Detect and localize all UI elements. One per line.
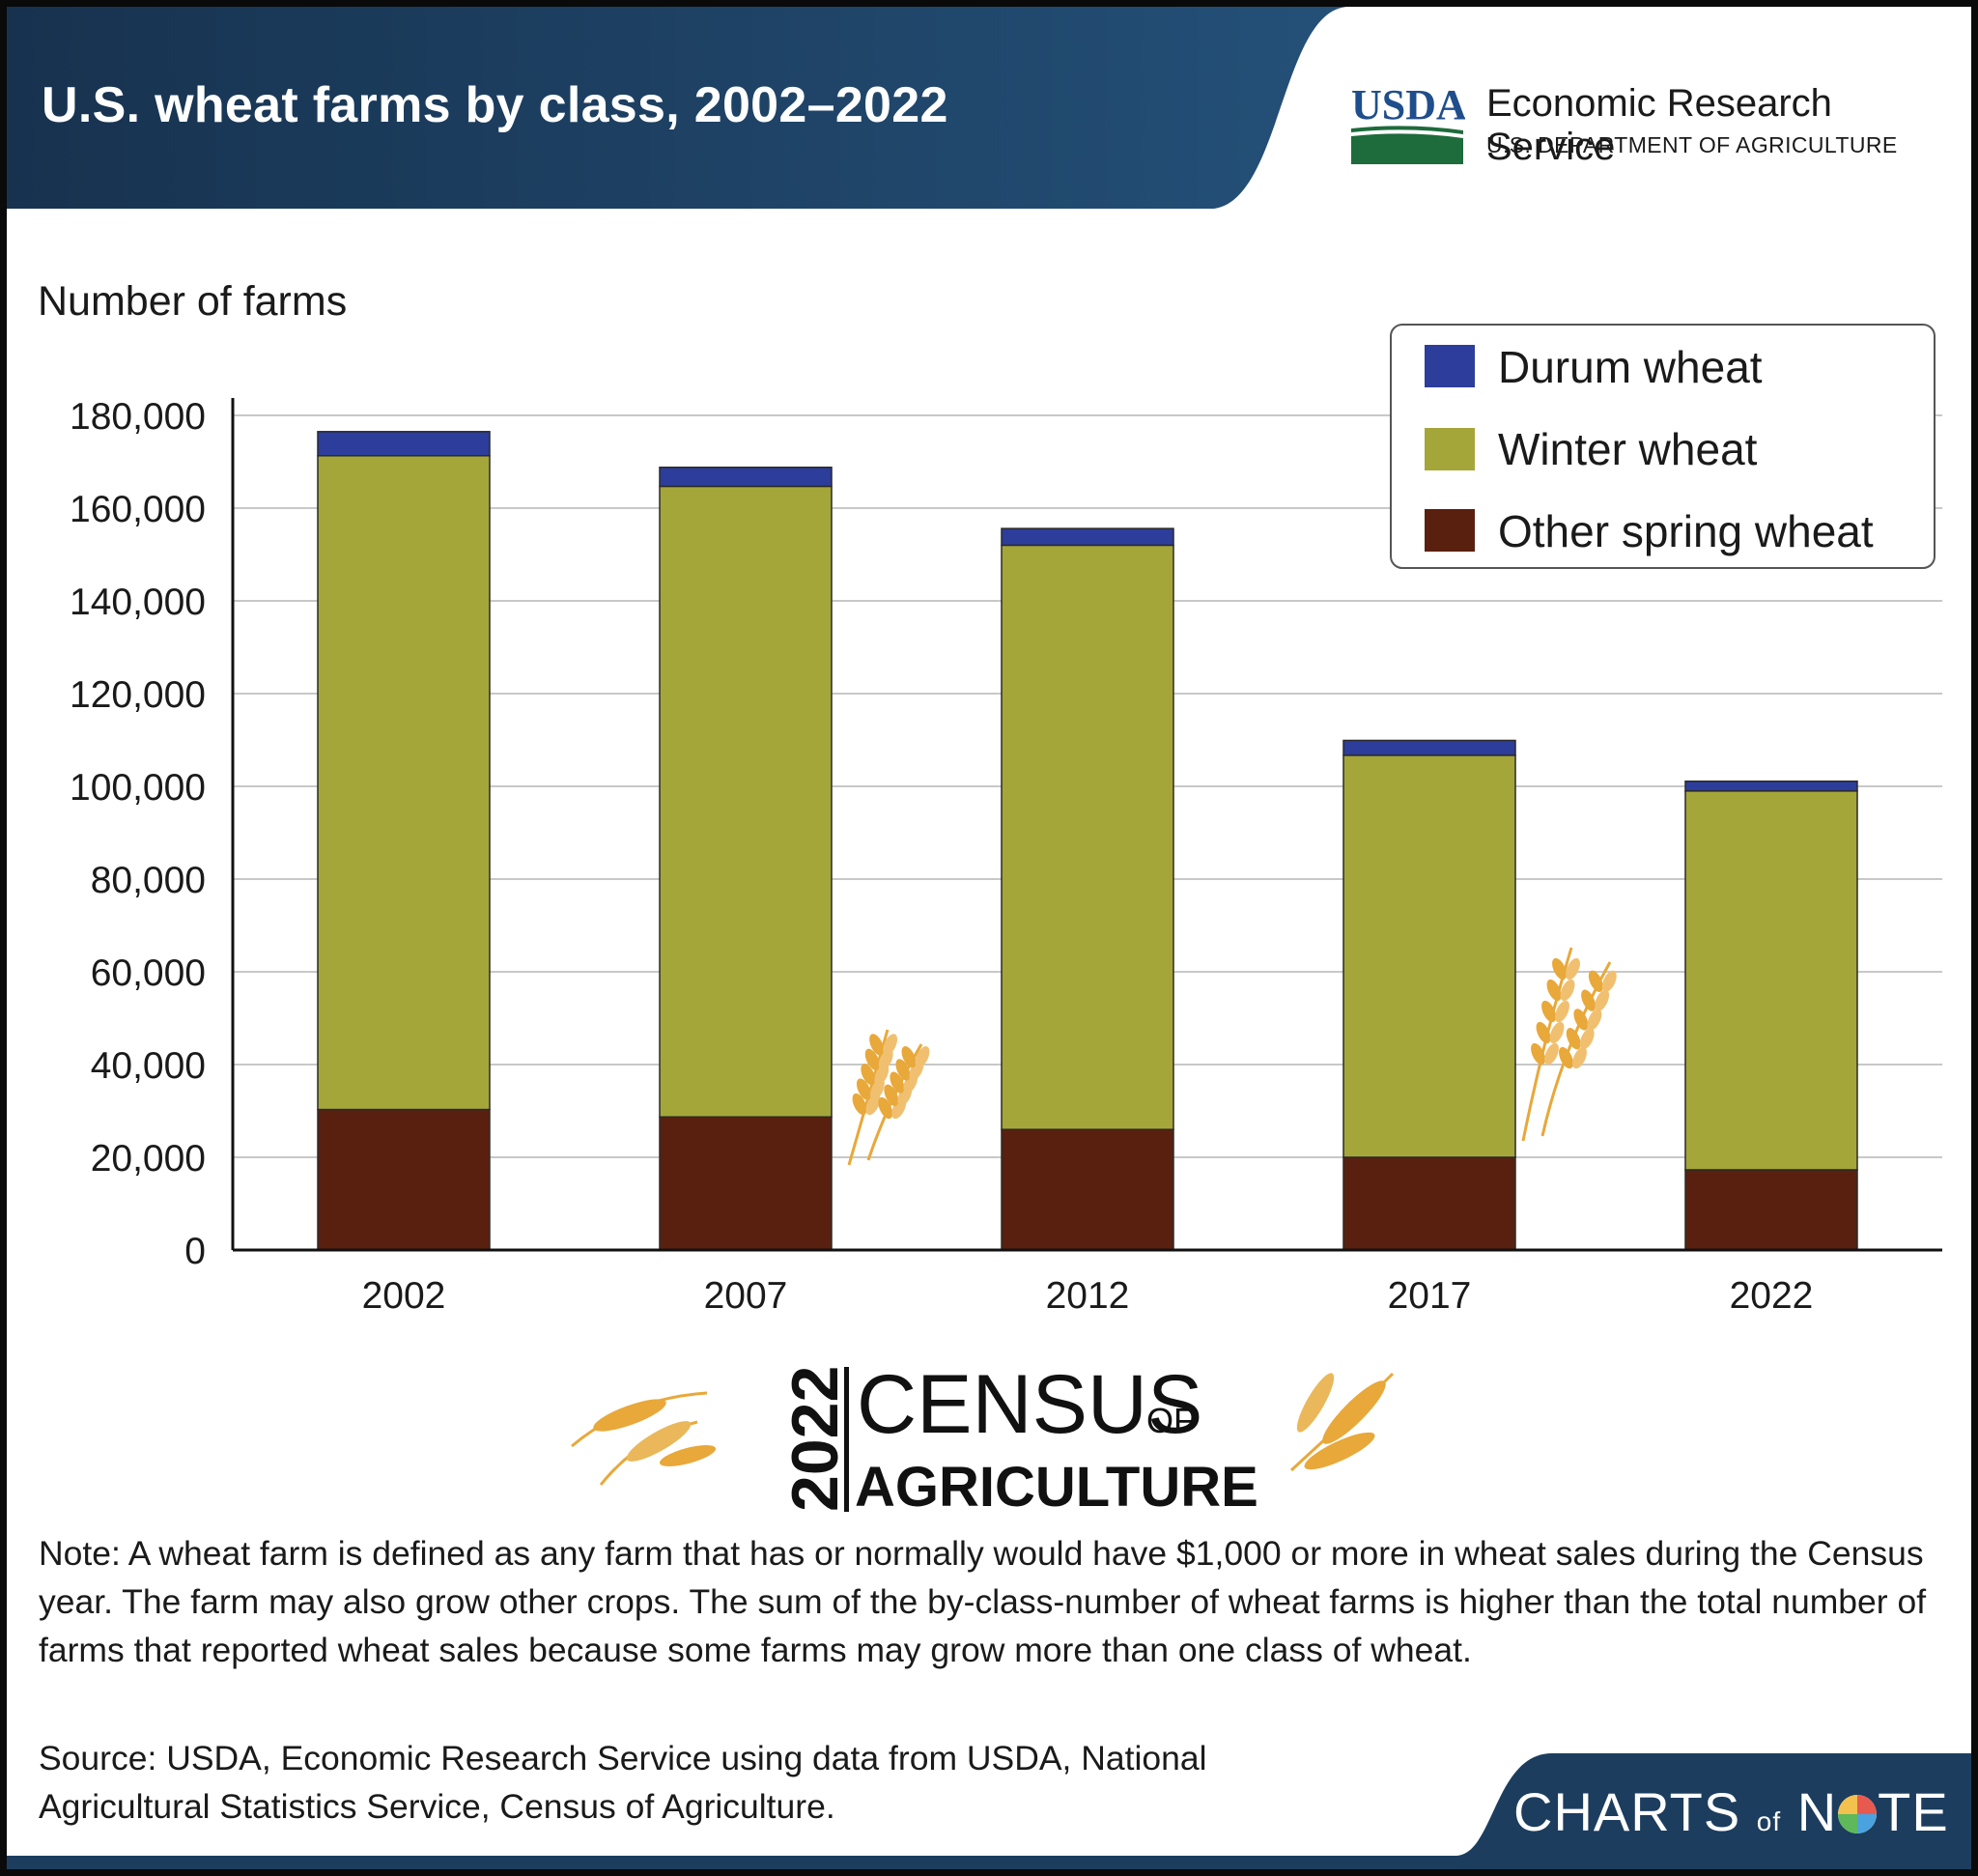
wheat-right-icon — [1289, 1372, 1395, 1472]
y-axis-title: Number of farms — [38, 278, 347, 325]
wheat-stalk-icon — [847, 1029, 898, 1166]
chart-source: Source: USDA, Economic Research Service … — [39, 1739, 1207, 1826]
y-tick-label: 40,000 — [91, 1045, 206, 1087]
bar-segment-spring — [1684, 1169, 1858, 1251]
y-tick-labels: 0 20,000 40,000 60,000 80,000 100,000 120,000 1… — [70, 396, 206, 1272]
x-tick-label: 2022 — [1730, 1275, 1814, 1317]
legend-label-spring: Other spring wheat — [1498, 506, 1874, 556]
note-n-letter: N — [1796, 1781, 1838, 1842]
bar-segment-winter — [1342, 754, 1516, 1158]
bar-segment-spring — [1001, 1128, 1174, 1251]
bars — [317, 431, 1858, 1251]
chart-card: U.S. wheat farms by class, 2002–2022 USD… — [7, 7, 1971, 1869]
x-tick-label: 2012 — [1046, 1275, 1130, 1317]
bar-segment-durum — [1342, 739, 1516, 756]
legend: Durum wheat Winter wheat Other spring wh… — [1390, 324, 1936, 569]
bar-segment-durum — [317, 431, 491, 457]
census-of-agriculture-logo: 2022 CENSUS OF AGRICULTURE — [571, 1358, 1395, 1519]
legend-label-durum: Durum wheat — [1498, 342, 1763, 392]
charts-of-word: of — [1756, 1806, 1782, 1836]
y-tick-label: 180,000 — [70, 396, 206, 438]
census-word: CENSUS — [857, 1358, 1202, 1451]
legend-swatch-durum — [1425, 345, 1475, 387]
y-tick-label: 80,000 — [91, 860, 206, 901]
wheat-farms-chart: Number of farms 0 20,000 40,000 60,000 80,00… — [38, 278, 1942, 1317]
bar-segment-spring — [1342, 1156, 1516, 1251]
y-tick-label: 20,000 — [91, 1138, 206, 1180]
bar-segment-durum — [1001, 527, 1174, 547]
department-name: U.S. DEPARTMENT OF AGRICULTURE — [1486, 132, 1898, 157]
wheat-stalk-icon — [1540, 961, 1617, 1137]
bar-segment-durum — [659, 467, 833, 488]
y-tick-label: 0 — [184, 1231, 206, 1272]
wheat-stalk-icon — [1521, 947, 1580, 1142]
census-year: 2022 — [778, 1366, 852, 1512]
charts-of-note-logo: CHARTS of N TE — [1513, 1780, 1949, 1843]
bar-segment-winter — [1684, 790, 1858, 1171]
wheat-decorations — [847, 947, 1617, 1166]
note-te-letters: TE — [1878, 1781, 1949, 1842]
y-tick-label: 140,000 — [70, 582, 206, 623]
y-tick-label: 100,000 — [70, 767, 206, 809]
bar-segment-winter — [1001, 544, 1174, 1130]
y-tick-label: 160,000 — [70, 489, 206, 530]
header-banner — [7, 7, 1349, 209]
agency-name: Economic Research Service — [1486, 82, 1832, 168]
header: U.S. wheat farms by class, 2002–2022 USD… — [7, 7, 1971, 209]
pie-chart-icon — [1838, 1795, 1878, 1833]
charts-word: CHARTS — [1513, 1781, 1741, 1842]
y-tick-label: 120,000 — [70, 674, 206, 716]
legend-swatch-winter — [1425, 428, 1475, 470]
x-tick-label: 2017 — [1388, 1275, 1472, 1317]
x-tick-labels: 2002 2007 2012 2017 2022 — [362, 1275, 1814, 1317]
bar-segment-durum — [1684, 780, 1858, 792]
agriculture-word: AGRICULTURE — [855, 1456, 1258, 1519]
wheat-stalk-icon — [866, 1043, 930, 1161]
bar-segment-spring — [317, 1108, 491, 1251]
bar-segment-winter — [317, 455, 491, 1111]
y-tick-label: 60,000 — [91, 952, 206, 994]
bar-segment-winter — [659, 485, 833, 1118]
usda-logo: USDA — [1351, 81, 1465, 164]
x-tick-label: 2002 — [362, 1275, 446, 1317]
x-tick-label: 2007 — [704, 1275, 788, 1317]
legend-label-winter: Winter wheat — [1498, 424, 1758, 474]
bar-segment-spring — [659, 1116, 833, 1251]
legend-box — [1390, 324, 1936, 569]
usda-logo-text: USDA — [1351, 81, 1465, 128]
chart-note: Note: A wheat farm is defined as any far… — [39, 1534, 1927, 1669]
census-of: OF — [1146, 1401, 1195, 1440]
page-title: U.S. wheat farms by class, 2002–2022 — [42, 77, 948, 133]
axes — [231, 398, 1942, 1252]
legend-swatch-spring — [1425, 509, 1475, 552]
wheat-left-icon — [571, 1391, 717, 1486]
